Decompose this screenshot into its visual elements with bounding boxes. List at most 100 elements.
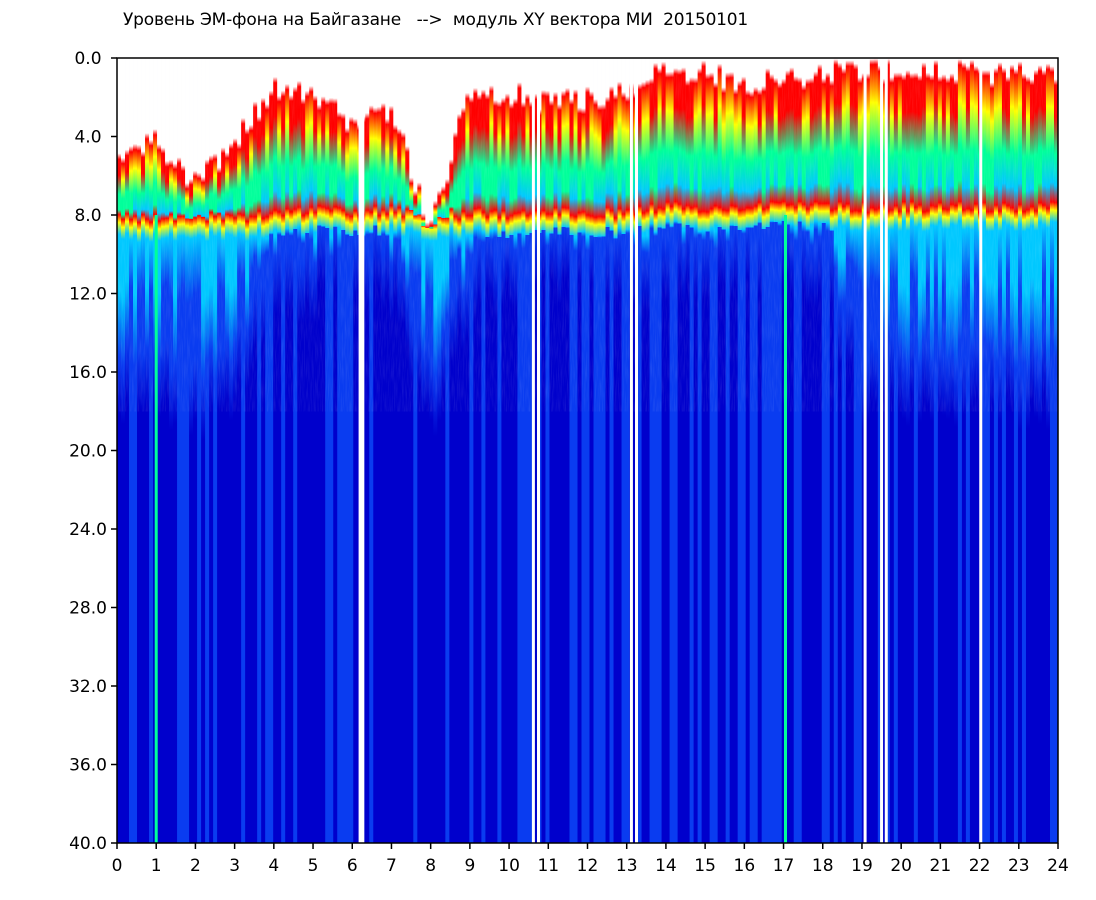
spectrogram-column	[593, 58, 598, 843]
spectrogram-column	[345, 58, 350, 843]
spectrogram-column	[189, 58, 194, 843]
spectrogram-column	[665, 58, 670, 843]
chart-title: Уровень ЭМ-фона на Байгазане --> модуль …	[123, 10, 749, 30]
spectrogram-column	[765, 58, 771, 843]
spectrogram-column	[613, 58, 618, 843]
spectrogram-column	[425, 58, 430, 843]
spectrogram-column	[889, 58, 895, 843]
data-gap	[884, 58, 888, 843]
spectrogram-column	[317, 58, 322, 843]
spectrogram-column	[913, 58, 919, 843]
x-tick-label: 21	[930, 856, 952, 876]
spectrogram-column	[281, 58, 286, 843]
spectrogram-column	[369, 58, 374, 843]
spectrogram-column	[129, 58, 134, 843]
spectrogram-column	[1021, 58, 1027, 843]
spectrogram-column	[649, 58, 654, 843]
spectrogram-column	[917, 58, 923, 843]
spectrogram-column	[529, 58, 534, 843]
data-gap	[358, 58, 362, 843]
spectrogram-column	[453, 58, 458, 843]
spectrogram-column	[533, 58, 538, 843]
spectrogram-column	[1017, 58, 1023, 843]
spectrogram-column	[885, 58, 891, 843]
spectrogram-column	[921, 58, 927, 843]
spectrogram-column	[873, 58, 879, 843]
y-tick-label: 8.0	[74, 206, 101, 226]
spectrogram-column	[617, 58, 622, 843]
spectrogram-column	[545, 58, 550, 843]
spectrogram-column	[809, 58, 815, 843]
x-tick-label: 5	[308, 856, 319, 876]
spectrogram-column	[1013, 58, 1019, 843]
spectrogram-column	[741, 58, 747, 843]
spectrogram-column	[745, 58, 751, 843]
spectrogram-column	[505, 58, 510, 843]
spectrogram-column	[261, 58, 266, 843]
spectrogram-column	[781, 58, 787, 843]
spectrogram-column	[653, 58, 658, 843]
spectrogram-column	[433, 58, 438, 843]
spectrogram-column	[761, 58, 767, 843]
axes: 0 1 2 3 4 5 6 7 8 9 10 11 12 13 14 15 16 17 18 19 20 21 22 23 24…	[69, 49, 1069, 876]
spectrogram-column	[1045, 58, 1051, 843]
spectrogram-column	[569, 58, 574, 843]
y-tick-label: 40.0	[69, 834, 107, 854]
spectrogram-column	[677, 58, 682, 843]
spectrogram-column	[445, 58, 450, 843]
spectrogram-column	[405, 58, 410, 843]
spectrogram-column	[869, 58, 875, 843]
spectrogram-column	[517, 58, 522, 843]
spectrogram-column	[269, 58, 274, 843]
spectrogram-column	[793, 58, 799, 843]
spectrogram-column	[1033, 58, 1039, 843]
spectrogram-column	[1005, 58, 1011, 843]
spectrogram-column	[277, 58, 282, 843]
spectrogram-column	[669, 58, 674, 843]
spectrogram-column	[945, 58, 951, 843]
spectrogram-column	[513, 58, 518, 843]
spectrogram-column	[461, 58, 466, 843]
y-tick-label: 24.0	[69, 520, 107, 540]
spectrogram-column	[985, 58, 991, 843]
spectrogram-column	[837, 58, 843, 843]
spectrogram-column	[457, 58, 462, 843]
x-tick-label: 8	[425, 856, 436, 876]
spectrogram-column	[637, 58, 642, 843]
spectrogram-column	[133, 58, 138, 843]
x-tick-label: 23	[1008, 856, 1030, 876]
spectrogram-column	[421, 58, 426, 843]
spectrogram-column	[597, 58, 602, 843]
spectrogram-column	[581, 58, 586, 843]
spectrogram-column	[161, 58, 166, 843]
spectrogram-column	[701, 58, 707, 843]
spectrogram-column	[173, 58, 178, 843]
spectrogram-column	[385, 58, 390, 843]
spectrogram-column	[905, 58, 911, 843]
x-tick-label: 7	[386, 856, 397, 876]
spectrogram-column	[469, 58, 474, 843]
spectrogram-column	[413, 58, 418, 843]
spectrogram-column	[477, 58, 482, 843]
spectrogram-column	[925, 58, 931, 843]
y-tick-label: 4.0	[74, 128, 101, 148]
spectrogram-column	[757, 58, 763, 843]
spectrogram-column	[769, 58, 775, 843]
spectrogram-column	[785, 58, 791, 843]
spectrogram-column	[805, 58, 811, 843]
spectrogram-column	[473, 58, 478, 843]
spectrogram-column	[157, 58, 162, 843]
spectrogram-column	[337, 58, 342, 843]
spectrogram-column	[657, 58, 662, 843]
x-tick-label: 14	[655, 856, 677, 876]
spectrogram-column	[753, 58, 759, 843]
spectrogram-noise	[117, 58, 1058, 412]
spectrogram-column	[953, 58, 959, 843]
data-gap	[629, 58, 633, 843]
spectrogram-column	[301, 58, 306, 843]
spectrogram-column	[1001, 58, 1007, 843]
spectrogram-column	[293, 58, 298, 843]
x-tick-label: 22	[969, 856, 991, 876]
data-gap	[536, 58, 540, 843]
spectrogram-column	[1037, 58, 1043, 843]
